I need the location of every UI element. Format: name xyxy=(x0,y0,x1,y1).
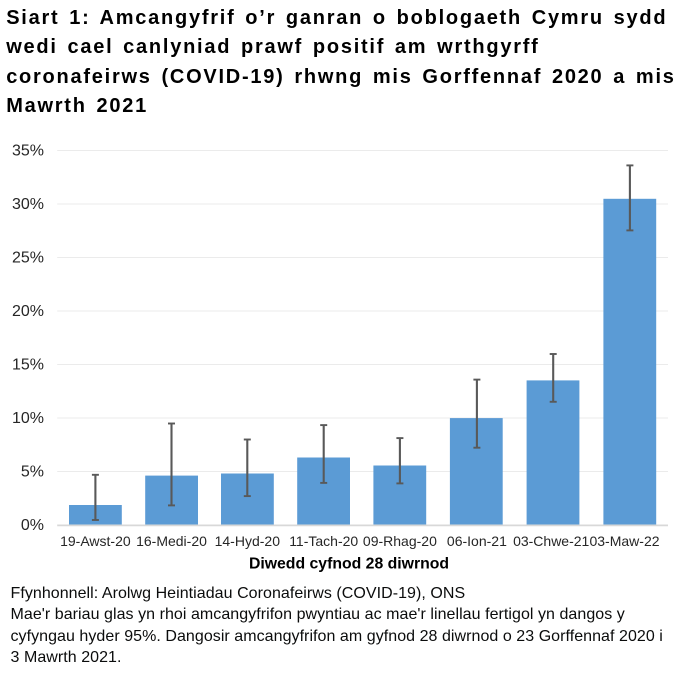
svg-text:15%: 15% xyxy=(12,357,44,374)
svg-text:19-Awst-20: 19-Awst-20 xyxy=(60,533,131,549)
svg-text:11-Tach-20: 11-Tach-20 xyxy=(289,533,358,549)
svg-text:10%: 10% xyxy=(12,410,44,427)
svg-text:Diwedd cyfnod 28 diwrnod: Diwedd cyfnod 28 diwrnod xyxy=(249,556,449,573)
svg-text:0%: 0% xyxy=(21,517,44,534)
svg-text:03-Chwe-21: 03-Chwe-21 xyxy=(513,533,589,549)
svg-text:20%: 20% xyxy=(12,303,44,320)
svg-text:16-Medi-20: 16-Medi-20 xyxy=(136,533,207,549)
svg-text:30%: 30% xyxy=(12,196,44,213)
svg-text:5%: 5% xyxy=(21,464,44,481)
svg-text:25%: 25% xyxy=(12,250,44,267)
svg-text:06-Ion-21: 06-Ion-21 xyxy=(447,533,507,549)
svg-text:09-Rhag-20: 09-Rhag-20 xyxy=(363,533,437,549)
svg-text:14-Hyd-20: 14-Hyd-20 xyxy=(215,533,281,549)
svg-text:35%: 35% xyxy=(12,143,44,160)
svg-text:03-Maw-22: 03-Maw-22 xyxy=(589,533,659,549)
